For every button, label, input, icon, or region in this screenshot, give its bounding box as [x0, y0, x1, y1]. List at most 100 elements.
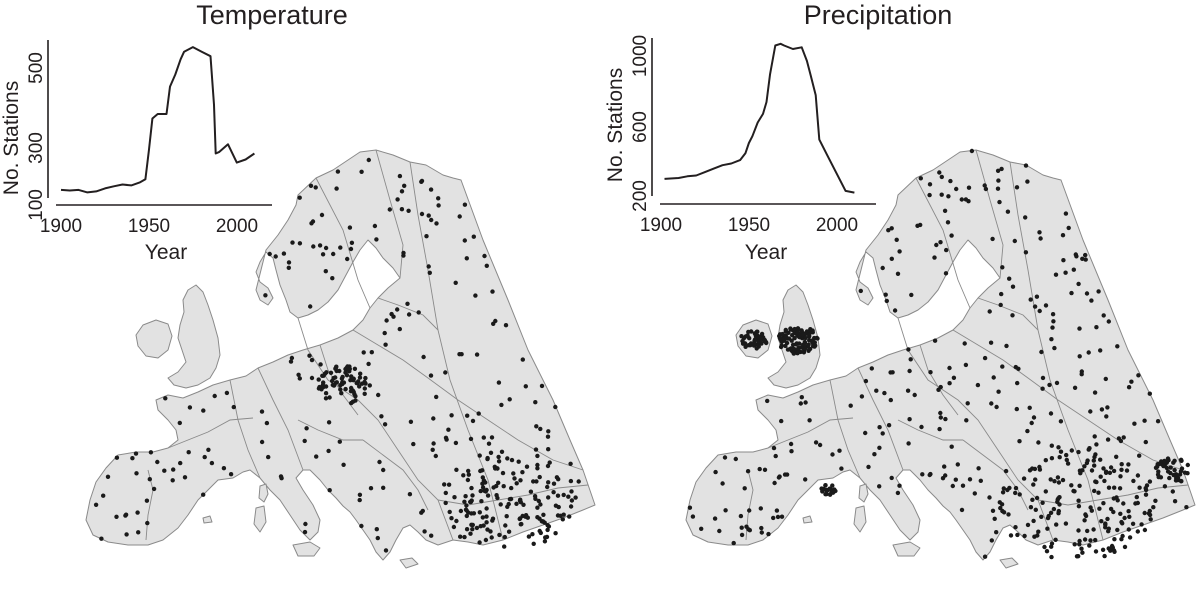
station-dot — [429, 533, 434, 538]
station-dot — [782, 472, 788, 477]
station-dot — [524, 464, 530, 469]
station-dot — [1155, 419, 1161, 424]
station-dot — [999, 291, 1004, 297]
station-dot — [1010, 313, 1015, 318]
station-dot — [939, 192, 944, 197]
station-dot — [1099, 407, 1105, 412]
station-dot — [464, 527, 470, 532]
station-dot — [1143, 439, 1149, 445]
station-dot — [561, 492, 566, 498]
station-dot — [1082, 518, 1087, 523]
station-dot — [273, 254, 278, 259]
station-dot — [546, 524, 552, 529]
station-dot — [264, 420, 270, 426]
station-dot — [1127, 514, 1132, 519]
station-dot — [323, 391, 329, 396]
station-dot — [1057, 455, 1062, 460]
station-dot — [1013, 490, 1018, 496]
station-dot — [1097, 506, 1102, 511]
station-dot — [824, 488, 830, 493]
station-dot — [1077, 542, 1082, 547]
station-dot — [419, 510, 424, 515]
station-dot — [690, 514, 696, 519]
station-dot — [982, 183, 987, 188]
station-dot — [745, 333, 750, 338]
station-dot — [93, 502, 99, 507]
station-dot — [162, 468, 167, 473]
station-dot — [1061, 258, 1066, 263]
station-dot — [1069, 483, 1074, 488]
station-dot — [419, 178, 425, 184]
station-dot — [463, 507, 469, 512]
station-dot — [991, 375, 996, 380]
station-dot — [134, 471, 139, 476]
station-dot — [327, 488, 332, 493]
station-dot — [739, 532, 745, 538]
station-dot — [938, 415, 943, 420]
station-dot — [202, 454, 207, 460]
station-dot — [436, 203, 441, 208]
station-dot — [1051, 319, 1056, 324]
station-dot — [474, 352, 480, 357]
station-dot — [426, 213, 431, 218]
station-dot — [1165, 469, 1171, 474]
station-dot — [1066, 225, 1071, 231]
station-dot — [997, 199, 1002, 205]
station-dot — [338, 387, 343, 392]
station-dot — [1015, 532, 1020, 538]
station-dot — [482, 253, 487, 259]
station-dot — [320, 252, 326, 257]
station-dot — [1036, 529, 1041, 534]
station-dot — [982, 554, 988, 559]
station-dot — [343, 370, 348, 375]
station-dot — [286, 260, 292, 265]
station-dot — [1105, 437, 1111, 442]
station-dot — [987, 309, 992, 314]
station-dot — [1049, 443, 1055, 448]
station-dot — [485, 456, 490, 462]
station-dot — [995, 168, 1001, 173]
station-dot — [1129, 379, 1134, 384]
station-dot — [1135, 473, 1141, 478]
station-dot — [746, 527, 751, 532]
station-dot — [890, 370, 895, 375]
station-dot — [938, 240, 943, 245]
station-dot — [528, 489, 534, 494]
station-dot — [518, 478, 523, 483]
temperature-x-axis-label: Year — [145, 241, 187, 264]
station-dot — [1184, 505, 1189, 510]
station-dot — [771, 515, 776, 521]
station-dot — [772, 480, 777, 486]
station-dot — [1131, 478, 1136, 484]
station-dot — [888, 397, 893, 403]
station-dot — [889, 475, 894, 481]
station-dot — [1083, 513, 1089, 519]
station-dot — [466, 472, 471, 477]
station-dot — [353, 394, 358, 399]
station-dot — [546, 447, 551, 452]
station-dot — [906, 441, 911, 446]
station-dot — [366, 361, 371, 367]
station-dot — [938, 384, 943, 390]
station-dot — [1151, 505, 1156, 510]
station-dot — [1049, 554, 1054, 560]
station-dot — [494, 493, 499, 498]
temperature-inset-chart: 1900 1950 2000 100 300 500 No. Stations … — [0, 40, 272, 264]
station-dot — [1144, 483, 1150, 488]
station-dot — [1069, 290, 1074, 296]
station-dot — [943, 416, 948, 422]
station-dot — [1000, 364, 1005, 369]
station-dot — [963, 362, 969, 368]
station-dot — [520, 470, 525, 475]
station-dot — [1137, 485, 1142, 490]
station-dot — [1172, 458, 1177, 463]
station-dot — [990, 508, 996, 513]
station-dot — [297, 241, 303, 246]
station-dot — [1017, 439, 1022, 444]
station-dot — [542, 539, 548, 544]
station-dot — [779, 418, 784, 424]
station-dot — [1103, 525, 1108, 530]
station-dot — [303, 521, 308, 527]
station-dot — [1102, 478, 1107, 484]
station-dot — [323, 245, 329, 251]
